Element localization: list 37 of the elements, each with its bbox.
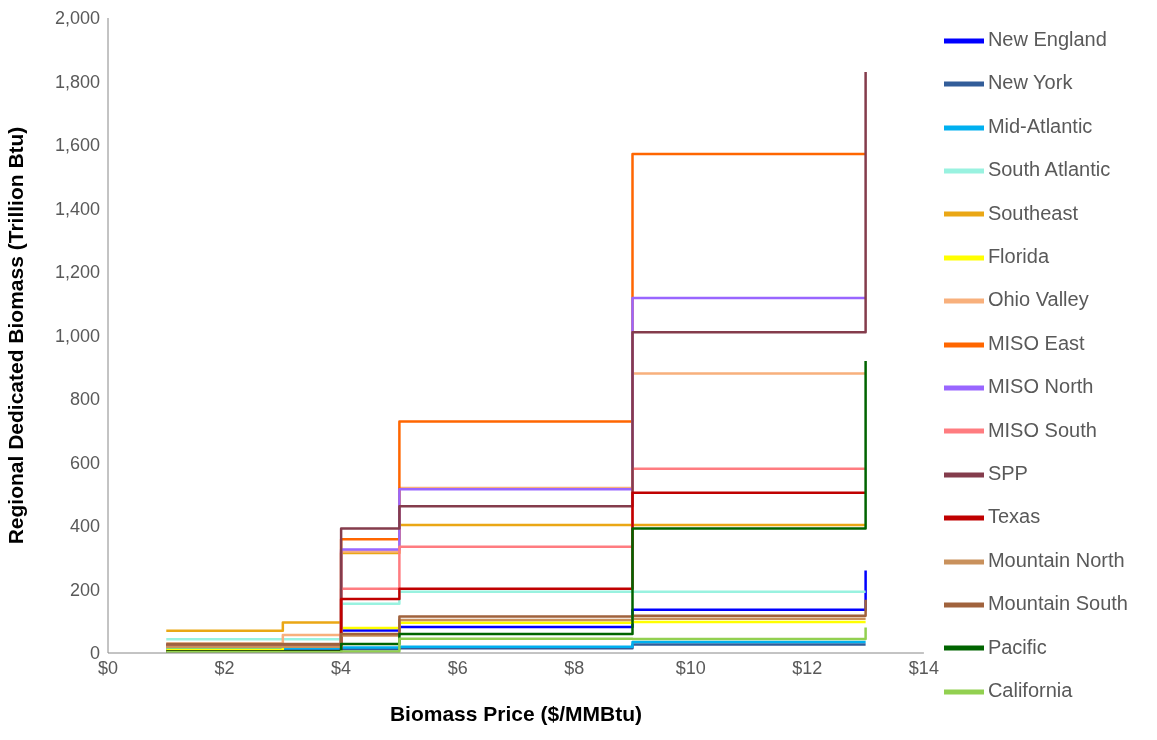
legend-label: Pacific — [987, 635, 1047, 658]
legend-label: Florida — [987, 245, 1050, 268]
legend-label: Ohio Valley — [987, 288, 1089, 311]
legend-label: Mid-Atlantic — [987, 114, 1093, 137]
x-tick-label: $8 — [564, 657, 585, 678]
y-tick-label: 1,000 — [54, 325, 100, 346]
x-tick-label: $6 — [447, 657, 468, 678]
legend-label: MISO East — [987, 331, 1085, 354]
y-tick-label: 800 — [69, 389, 100, 410]
legend-label: New England — [987, 28, 1107, 50]
x-tick-label: $4 — [331, 657, 352, 678]
y-tick-label: 1,200 — [54, 262, 100, 283]
x-tick-label: $0 — [97, 657, 119, 678]
y-tick-label: 1,400 — [54, 198, 100, 219]
legend-label: MISO South — [987, 418, 1097, 441]
legend-label: Mountain South — [987, 592, 1128, 615]
legend-label: Texas — [987, 505, 1041, 528]
legend-label: MISO North — [987, 375, 1094, 398]
x-tick-label: $2 — [214, 657, 235, 678]
y-tick-label: 0 — [89, 643, 100, 664]
x-tick-label: $10 — [675, 657, 706, 678]
legend-label: SPP — [987, 462, 1028, 485]
y-tick-label: 200 — [69, 579, 100, 600]
legend-label: Mountain North — [987, 548, 1125, 571]
y-tick-label: 600 — [69, 452, 100, 473]
y-axis-title: Regional Dedicated Biomass (Trillion Btu) — [4, 126, 28, 545]
y-tick-label: 1,800 — [54, 71, 100, 92]
x-tick-label: $14 — [908, 657, 939, 678]
x-tick-label: $12 — [792, 657, 823, 678]
legend-label: South Atlantic — [987, 158, 1111, 181]
x-axis-title: Biomass Price ($/MMBtu) — [389, 702, 642, 725]
legend-label: California — [987, 679, 1073, 702]
legend-label: New York — [987, 71, 1073, 94]
y-tick-label: 2,000 — [54, 8, 100, 29]
y-tick-label: 1,600 — [54, 135, 100, 156]
y-tick-label: 400 — [69, 516, 100, 537]
legend-label: Southeast — [987, 201, 1078, 224]
